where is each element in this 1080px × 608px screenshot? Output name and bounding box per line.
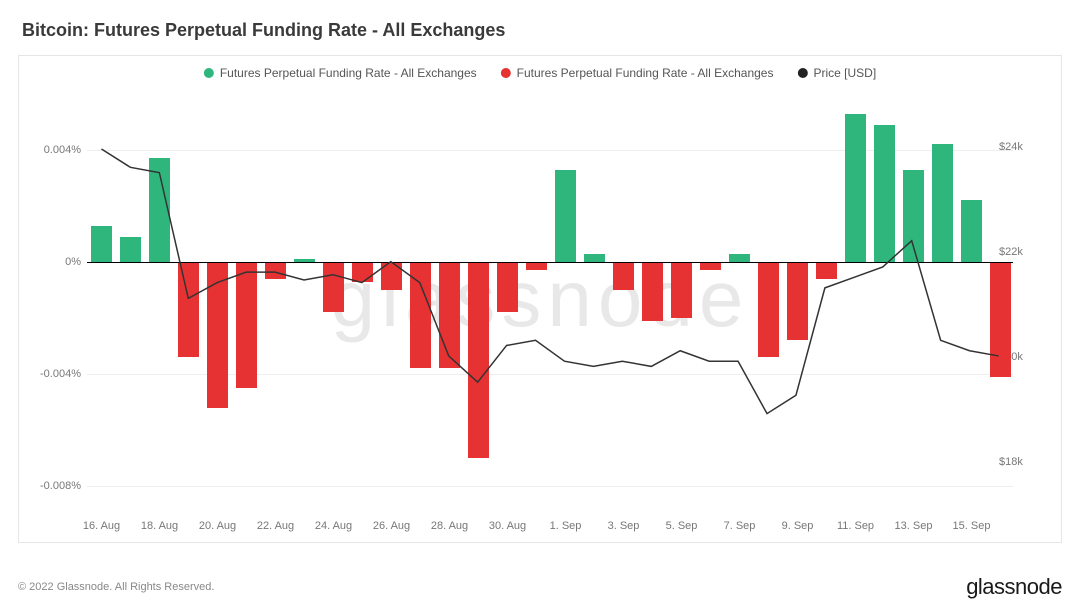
- legend-label: Futures Perpetual Funding Rate - All Exc…: [220, 66, 477, 80]
- y-axis-left: 0.004% 0% -0.004% -0.008%: [21, 94, 81, 512]
- chart-area: glassnode Futures Perpetual Funding Rate…: [18, 55, 1062, 543]
- x-tick: 30. Aug: [489, 520, 526, 532]
- x-tick: 24. Aug: [315, 520, 352, 532]
- legend-label: Futures Perpetual Funding Rate - All Exc…: [517, 66, 774, 80]
- copyright-text: © 2022 Glassnode. All Rights Reserved.: [18, 581, 214, 593]
- x-tick: 7. Sep: [724, 520, 756, 532]
- plot-area: [87, 94, 1013, 512]
- chart-title: Bitcoin: Futures Perpetual Funding Rate …: [22, 20, 1062, 41]
- y-left-tick: 0.004%: [21, 144, 81, 156]
- price-line: [101, 149, 998, 414]
- x-axis: 16. Aug18. Aug20. Aug22. Aug24. Aug26. A…: [87, 520, 1013, 534]
- x-tick: 20. Aug: [199, 520, 236, 532]
- x-tick: 15. Sep: [953, 520, 991, 532]
- legend-item-positive: Futures Perpetual Funding Rate - All Exc…: [204, 66, 477, 80]
- y-left-tick: -0.008%: [21, 480, 81, 492]
- x-tick: 18. Aug: [141, 520, 178, 532]
- x-tick: 22. Aug: [257, 520, 294, 532]
- brand-logo: glassnode: [966, 574, 1062, 600]
- dot-icon: [204, 68, 214, 78]
- y-left-tick: 0%: [21, 256, 81, 268]
- x-tick: 1. Sep: [550, 520, 582, 532]
- y-left-tick: -0.004%: [21, 368, 81, 380]
- x-tick: 3. Sep: [608, 520, 640, 532]
- legend-item-negative: Futures Perpetual Funding Rate - All Exc…: [501, 66, 774, 80]
- x-tick: 16. Aug: [83, 520, 120, 532]
- x-tick: 13. Sep: [895, 520, 933, 532]
- x-tick: 11. Sep: [837, 520, 874, 532]
- legend: Futures Perpetual Funding Rate - All Exc…: [204, 66, 876, 80]
- x-tick: 28. Aug: [431, 520, 468, 532]
- x-tick: 5. Sep: [666, 520, 698, 532]
- dot-icon: [797, 68, 807, 78]
- x-tick: 9. Sep: [782, 520, 814, 532]
- x-tick: 26. Aug: [373, 520, 410, 532]
- legend-label: Price [USD]: [813, 66, 876, 80]
- legend-item-price: Price [USD]: [797, 66, 876, 80]
- dot-icon: [501, 68, 511, 78]
- footer: © 2022 Glassnode. All Rights Reserved. g…: [18, 574, 1062, 600]
- page: Bitcoin: Futures Perpetual Funding Rate …: [0, 0, 1080, 608]
